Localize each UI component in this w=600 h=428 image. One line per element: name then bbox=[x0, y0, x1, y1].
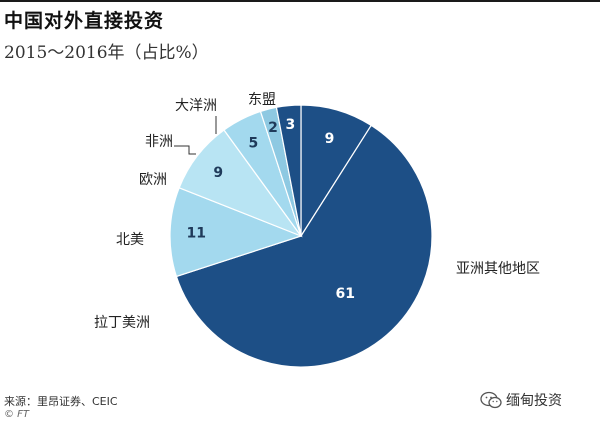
chart-title: 中国对外直接投资 bbox=[4, 10, 165, 32]
slice-value-label: 5 bbox=[249, 136, 259, 152]
leader-line bbox=[174, 145, 196, 155]
pie-slice bbox=[275, 104, 302, 237]
slice-value-label: 3 bbox=[286, 117, 296, 133]
slice-category-label: 拉丁美洲 bbox=[94, 315, 150, 331]
slice-value-label: 2 bbox=[268, 120, 278, 136]
slice-category-label: 北美 bbox=[116, 232, 144, 248]
slice-category-label: 亚洲其他地区 bbox=[456, 261, 540, 277]
chart-credit: © FT bbox=[4, 409, 30, 420]
pie-leader-lines bbox=[174, 116, 217, 155]
top-rule bbox=[0, 0, 600, 2]
pie-slice bbox=[175, 124, 433, 368]
slice-category-label: 东盟 bbox=[248, 92, 276, 108]
slice-value-label: 9 bbox=[325, 131, 335, 147]
chart-source: 来源：里昂证券、CEIC bbox=[4, 395, 118, 408]
slice-category-label: 欧洲 bbox=[139, 172, 167, 188]
pie-slice bbox=[169, 187, 303, 278]
slice-value-label: 11 bbox=[187, 226, 206, 242]
slice-category-label: 非洲 bbox=[145, 134, 173, 150]
slice-value-label: 61 bbox=[335, 286, 354, 302]
slice-value-label: 9 bbox=[213, 165, 223, 181]
pie-slices bbox=[169, 104, 433, 368]
slice-category-label: 大洋洲 bbox=[175, 98, 217, 114]
pie-value-labels: 9 61 11 9 52 3 bbox=[187, 117, 355, 302]
watermark-text: 缅甸投资 bbox=[506, 393, 562, 409]
watermark: 缅甸投资 bbox=[480, 388, 562, 412]
wechat-icon bbox=[480, 391, 502, 409]
chart-subtitle: 2015～2016年（占比%） bbox=[4, 43, 209, 63]
